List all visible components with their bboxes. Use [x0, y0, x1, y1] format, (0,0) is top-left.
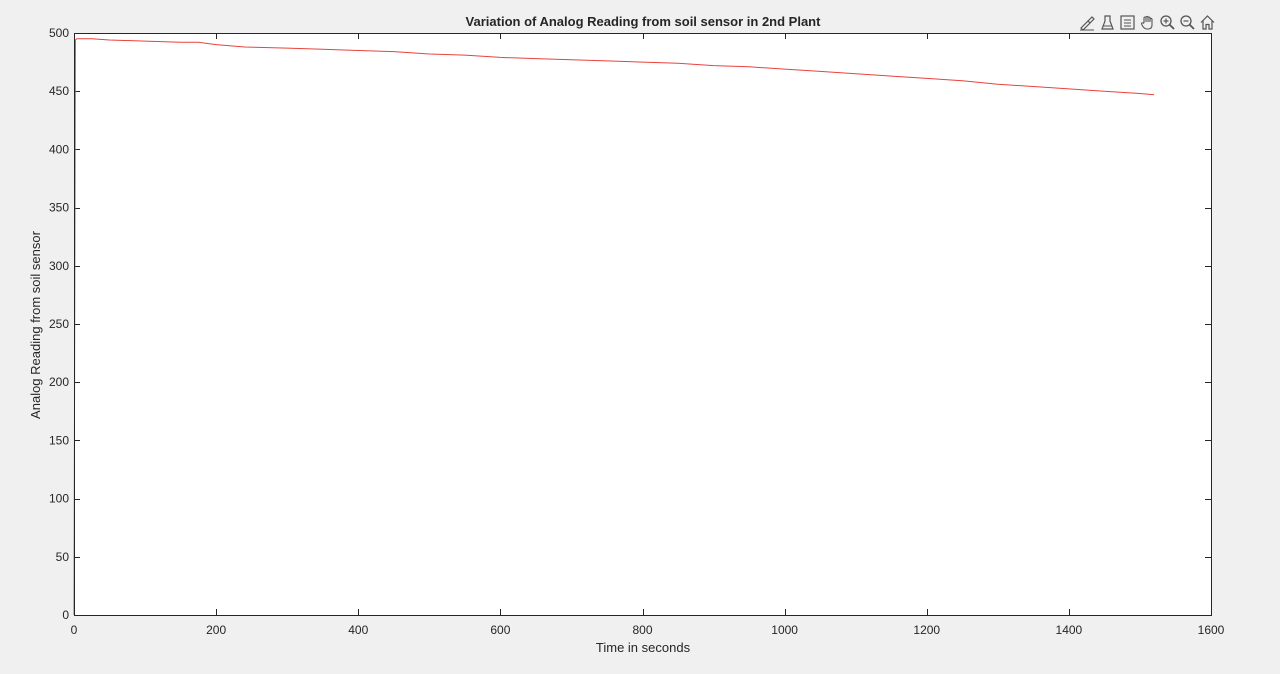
y-tick-label: 50 [56, 550, 70, 564]
x-tick-label: 200 [206, 623, 226, 637]
hand-icon [1140, 15, 1153, 30]
chart-title: Variation of Analog Reading from soil se… [466, 14, 822, 29]
datatip-icon [1101, 14, 1114, 30]
x-tick-label: 400 [348, 623, 368, 637]
y-tick-label: 250 [49, 317, 69, 331]
restore-view-button[interactable] [1198, 12, 1217, 32]
data-cursor-button[interactable] [1098, 12, 1117, 32]
axes-box [74, 33, 1212, 616]
x-tick-label: 0 [71, 623, 78, 637]
y-tick-label: 0 [62, 608, 69, 622]
x-tick-label: 1200 [913, 623, 940, 637]
zoom-in-icon [1160, 14, 1175, 30]
x-tick-label: 800 [632, 623, 652, 637]
x-tick-label: 1600 [1198, 623, 1225, 637]
legend-icon [1120, 14, 1135, 30]
y-tick-label: 500 [49, 26, 69, 40]
x-axis-label: Time in seconds [596, 640, 691, 655]
insert-legend-button[interactable] [1118, 12, 1137, 32]
y-tick-label: 350 [49, 201, 69, 215]
home-icon [1200, 14, 1215, 30]
y-tick-label: 300 [49, 259, 69, 273]
y-tick-label: 150 [49, 433, 69, 447]
x-tick-label: 1000 [771, 623, 798, 637]
zoom-out-button[interactable] [1178, 12, 1197, 32]
plot-area [74, 33, 1211, 615]
pan-button[interactable] [1138, 12, 1157, 32]
x-tick-label: 600 [490, 623, 510, 637]
series-line [73, 38, 1155, 616]
edit-plot-button[interactable] [1078, 12, 1097, 32]
y-tick-label: 400 [49, 142, 69, 156]
y-tick-label: 450 [49, 84, 69, 98]
y-tick-label: 200 [49, 375, 69, 389]
axes-toolbar [1078, 11, 1217, 33]
brush-icon [1080, 15, 1095, 31]
y-axis-label: Analog Reading from soil sensor [28, 230, 43, 419]
zoom-out-icon [1180, 14, 1195, 30]
tick-labels: 0 200 400 600 800 1000 1200 1400 1600 0 50 100 150 20… [49, 26, 1225, 637]
zoom-in-button[interactable] [1158, 12, 1177, 32]
x-tick-label: 1400 [1056, 623, 1083, 637]
y-tick-label: 100 [49, 492, 69, 506]
